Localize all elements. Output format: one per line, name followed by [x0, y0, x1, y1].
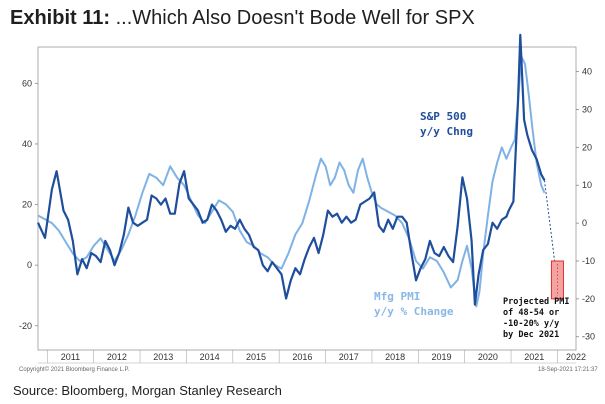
- x-tick-label: 2012: [107, 352, 127, 362]
- copyright-text: Copyright© 2021 Bloomberg Finance L.P.: [19, 367, 130, 373]
- y-right-tick-label: -10: [582, 256, 595, 266]
- y-right-tick-label: 20: [582, 142, 592, 152]
- y-left-tick-label: 40: [22, 139, 32, 149]
- x-tick-label: 2016: [292, 352, 312, 362]
- spx-series-line: [37, 33, 546, 306]
- chart-title: Exhibit 11: ...Which Also Doesn't Bode W…: [10, 7, 475, 30]
- x-tick-label: 2017: [339, 352, 359, 362]
- x-tick-label: 2022: [566, 352, 586, 362]
- spx-series-label: S&P 500 y/y Chng: [420, 110, 473, 138]
- y-left-tick-label: -20: [19, 321, 32, 331]
- y-left-tick-label: 20: [22, 200, 32, 210]
- exhibit-title: ...Which Also Doesn't Bode Well for SPX: [115, 7, 475, 29]
- y-left-tick-label: 60: [22, 78, 32, 88]
- x-tick-label: 2013: [153, 352, 173, 362]
- pmi-series-label: Mfg PMI y/y % Change: [374, 290, 454, 318]
- y-left-tick-label: 0: [27, 260, 32, 270]
- timestamp-text: 18-Sep-2021 17:21:37: [538, 367, 598, 373]
- x-tick-label: 2019: [431, 352, 451, 362]
- y-right-tick-label: 0: [582, 218, 587, 228]
- projection-connector: [543, 180, 556, 266]
- y-right-tick-label: 30: [582, 104, 592, 114]
- x-tick-label: 2021: [524, 352, 544, 362]
- y-right-tick-label: -20: [582, 294, 595, 304]
- y-right-tick-label: 10: [582, 180, 592, 190]
- y-right-tick-label: 40: [582, 67, 592, 77]
- x-tick-label: 2020: [478, 352, 498, 362]
- x-tick-label: 2014: [200, 352, 220, 362]
- exhibit-number: Exhibit 11:: [10, 7, 111, 29]
- y-right-tick-label: -30: [582, 332, 595, 342]
- x-tick-label: 2011: [61, 352, 80, 362]
- projection-bar: [550, 260, 564, 300]
- projection-annotation: Projected PMI of 48-54 or -10-20% y/y by De…: [503, 296, 570, 340]
- x-tick-label: 2015: [246, 352, 266, 362]
- pmi-series-line: [37, 55, 546, 308]
- source-note: Source: Bloomberg, Morgan Stanley Resear…: [13, 383, 282, 398]
- x-tick-label: 2018: [385, 352, 405, 362]
- plot-area: [37, 46, 577, 351]
